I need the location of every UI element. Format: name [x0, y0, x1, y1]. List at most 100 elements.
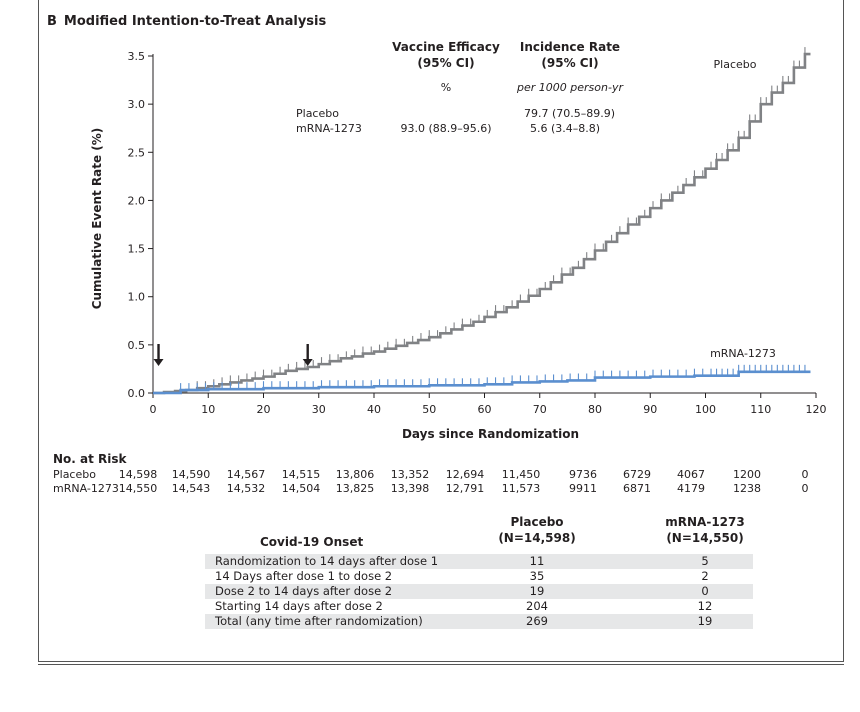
- efficacy-row-mrna-incidence: 5.6 (3.4–8.8): [530, 122, 600, 135]
- risk-value: 0: [801, 468, 809, 481]
- onset-row-placebo: 19: [529, 584, 545, 598]
- risk-value: 14,598: [118, 468, 158, 481]
- risk-value: 0: [801, 482, 809, 495]
- arrow-head: [153, 359, 164, 366]
- onset-header: Covid-19 Onset: [260, 535, 364, 549]
- onset-row-mrna: 12: [697, 599, 713, 613]
- risk-value: 14,532: [226, 482, 266, 495]
- onset-row-mrna: 2: [701, 569, 709, 583]
- x-tick-label: 80: [588, 403, 602, 416]
- risk-value: 14,567: [226, 468, 266, 481]
- risk-value: 11,450: [501, 468, 541, 481]
- efficacy-row-mrna-group: mRNA-1273: [296, 122, 362, 135]
- y-tick-label: 0.0: [128, 387, 146, 400]
- onset-table: Covid-19 Onset Placebo (N=14,598) mRNA-1…: [205, 514, 753, 629]
- risk-value: 14,543: [171, 482, 211, 495]
- onset-row-label: Starting 14 days after dose 2: [215, 599, 383, 613]
- series-label-placebo: Placebo: [714, 58, 757, 71]
- risk-value: 13,825: [335, 482, 375, 495]
- y-tick-label: 0.5: [128, 339, 146, 352]
- efficacy-row-mrna-efficacy: 93.0 (88.9–95.6): [400, 122, 491, 135]
- risk-value: 6871: [623, 482, 651, 495]
- x-tick-label: 120: [806, 403, 827, 416]
- y-axis-label: Cumulative Event Rate (%): [90, 128, 104, 310]
- risk-value: 4179: [677, 482, 705, 495]
- onset-row-mrna: 19: [697, 614, 713, 628]
- series-line-mrna: [153, 370, 811, 395]
- x-tick-label: 60: [478, 403, 492, 416]
- onset-row: Dose 2 to 14 days after dose 2 19 0: [205, 584, 753, 599]
- risk-row-label: mRNA-1273: [53, 482, 119, 495]
- risk-value: 13,352: [390, 468, 430, 481]
- onset-row: Total (any time after randomization) 269 1…: [205, 614, 753, 629]
- ve-unit: %: [441, 81, 451, 94]
- onset-row: Starting 14 days after dose 2 204 12: [205, 599, 753, 614]
- series-line-placebo: [153, 52, 811, 395]
- arrow-head: [302, 359, 313, 366]
- chart-axes: 0.0 0.5 1.0 1.5 2.0 2.5 3.0 3.5 0 10 20 30 40 50 60 70 8…: [90, 50, 827, 441]
- onset-row-placebo: 269: [526, 614, 548, 628]
- ir-header-line1: Incidence Rate: [520, 40, 620, 54]
- onset-placebo-n: (N=14,598): [498, 531, 576, 545]
- risk-row-label: Placebo: [53, 468, 96, 481]
- ir-unit: per 1000 person-yr: [516, 81, 624, 94]
- footer-rule: [38, 664, 844, 665]
- x-tick-label: 110: [750, 403, 771, 416]
- risk-value: 14,504: [281, 482, 321, 495]
- risk-value: 4067: [677, 468, 705, 481]
- onset-row-mrna: 5: [701, 554, 709, 568]
- ve-header-line2: (95% CI): [417, 56, 474, 70]
- dose-arrow-1: [153, 344, 164, 366]
- efficacy-row-placebo-group: Placebo: [296, 107, 339, 120]
- figure-frame: [38, 0, 844, 662]
- onset-row-placebo: 204: [526, 599, 548, 613]
- panel-title: B Modified Intention-to-Treat Analysis: [47, 14, 326, 29]
- onset-mrna-header: mRNA-1273 (N=14,550): [650, 514, 760, 546]
- x-tick-label: 50: [422, 403, 436, 416]
- onset-rows: Randomization to 14 days after dose 1 11 5…: [205, 554, 753, 629]
- risk-value: 13,398: [390, 482, 430, 495]
- onset-row: 14 Days after dose 1 to dose 2 35 2: [205, 569, 753, 584]
- risk-value: 13,806: [335, 468, 375, 481]
- risk-title: No. at Risk: [53, 452, 127, 466]
- onset-row-label: 14 Days after dose 1 to dose 2: [215, 569, 393, 583]
- onset-mrna-n: (N=14,550): [666, 531, 744, 545]
- censor-marks-placebo: [196, 47, 806, 389]
- dose-arrow-2: [302, 344, 313, 366]
- onset-row-label: Dose 2 to 14 days after dose 2: [215, 584, 393, 598]
- onset-mrna-name: mRNA-1273: [665, 515, 745, 529]
- efficacy-row-placebo-incidence: 79.7 (70.5–89.9): [524, 107, 615, 120]
- chart-curves: [153, 47, 811, 395]
- x-tick-label: 70: [533, 403, 547, 416]
- onset-row-label: Randomization to 14 days after dose 1: [215, 554, 439, 568]
- x-tick-label: 10: [201, 403, 215, 416]
- x-tick-label: 100: [695, 403, 716, 416]
- onset-placebo-header: Placebo (N=14,598): [487, 514, 587, 546]
- risk-row-mrna: mRNA-1273 14,550 14,543 14,532 14,504 13,825…: [53, 482, 843, 496]
- onset-row-placebo: 35: [529, 569, 545, 583]
- series-label-mrna: mRNA-1273: [710, 347, 776, 360]
- onset-header-row: Covid-19 Onset Placebo (N=14,598) mRNA-1…: [205, 514, 753, 554]
- risk-value: 14,590: [171, 468, 211, 481]
- risk-value: 1200: [733, 468, 761, 481]
- y-tick-label: 1.0: [128, 291, 146, 304]
- onset-placebo-name: Placebo: [510, 515, 564, 529]
- x-tick-label: 20: [257, 403, 271, 416]
- y-tick-label: 1.5: [128, 243, 146, 256]
- y-tick-label: 2.0: [128, 194, 146, 207]
- onset-row-placebo: 11: [529, 554, 545, 568]
- x-tick-label: 40: [367, 403, 381, 416]
- y-tick-label: 2.5: [128, 146, 146, 159]
- x-tick-label: 90: [643, 403, 657, 416]
- x-tick-label: 30: [312, 403, 326, 416]
- risk-value: 11,573: [501, 482, 541, 495]
- ve-header-line1: Vaccine Efficacy: [392, 40, 500, 54]
- km-chart: 0.0 0.5 1.0 1.5 2.0 2.5 3.0 3.5 0 10 20 30 40 50 60 70 8…: [90, 40, 827, 441]
- censor-marks-mrna: [180, 364, 806, 391]
- panel-title-text: Modified Intention-to-Treat Analysis: [63, 14, 327, 29]
- ir-header-line2: (95% CI): [541, 56, 598, 70]
- y-tick-label: 3.5: [128, 50, 146, 63]
- risk-value: 14,550: [118, 482, 158, 495]
- risk-value: 12,694: [445, 468, 485, 481]
- chart-overlay: Placebo mRNA-1273: [153, 58, 776, 366]
